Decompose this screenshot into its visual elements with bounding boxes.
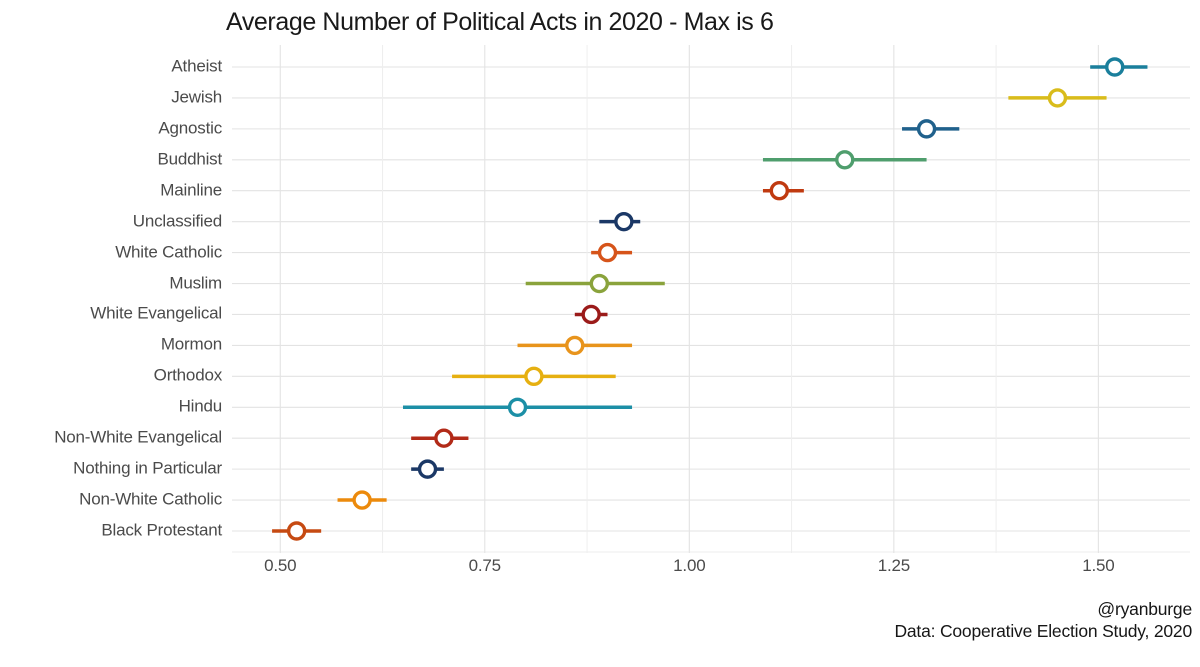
y-axis-label: Agnostic xyxy=(158,118,222,138)
x-axis-tick-label: 0.50 xyxy=(264,556,297,575)
y-axis-label: Unclassified xyxy=(132,211,222,231)
y-axis-label: Mainline xyxy=(160,180,222,200)
y-axis-label: Orthodox xyxy=(153,365,223,385)
y-axis-label: Hindu xyxy=(178,396,223,416)
point-marker xyxy=(589,273,610,294)
point-marker xyxy=(1105,57,1125,77)
point-marker xyxy=(524,366,544,387)
x-axis-tick-label: 1.50 xyxy=(1082,556,1115,575)
point-marker xyxy=(565,335,585,356)
x-axis-tick-label: 1.25 xyxy=(877,556,910,575)
y-axis-label: White Evangelical xyxy=(90,304,222,324)
y-axis-label: White Catholic xyxy=(115,242,222,262)
y-axis-label: Non-White Evangelical xyxy=(54,427,222,447)
data-source-caption: Data: Cooperative Election Study, 2020 xyxy=(894,621,1192,641)
x-axis-tick-label: 1.00 xyxy=(673,556,706,575)
y-axis-label: Jewish xyxy=(171,87,222,107)
y-axis-label: Nothing in Particular xyxy=(73,458,222,478)
y-axis-label: Atheist xyxy=(171,56,222,76)
point-marker xyxy=(1047,88,1068,108)
point-marker xyxy=(417,459,438,479)
point-marker xyxy=(769,181,790,201)
point-marker xyxy=(434,428,454,448)
point-marker xyxy=(835,150,855,170)
point-marker xyxy=(286,521,307,541)
chart-title: Average Number of Political Acts in 2020… xyxy=(226,8,774,36)
author-handle: @ryanburge xyxy=(1097,599,1192,619)
point-marker xyxy=(507,397,528,417)
y-axis-label: Muslim xyxy=(169,273,222,293)
point-marker xyxy=(581,304,601,325)
y-axis-label: Mormon xyxy=(160,334,222,354)
point-marker xyxy=(614,211,634,232)
y-axis-label: Black Protestant xyxy=(101,520,222,540)
point-marker xyxy=(352,490,372,510)
y-axis-label: Non-White Catholic xyxy=(79,489,222,509)
y-axis-label: Buddhist xyxy=(157,149,222,169)
point-marker xyxy=(597,242,618,263)
x-axis-tick-label: 0.75 xyxy=(468,556,501,575)
point-marker xyxy=(916,119,937,139)
